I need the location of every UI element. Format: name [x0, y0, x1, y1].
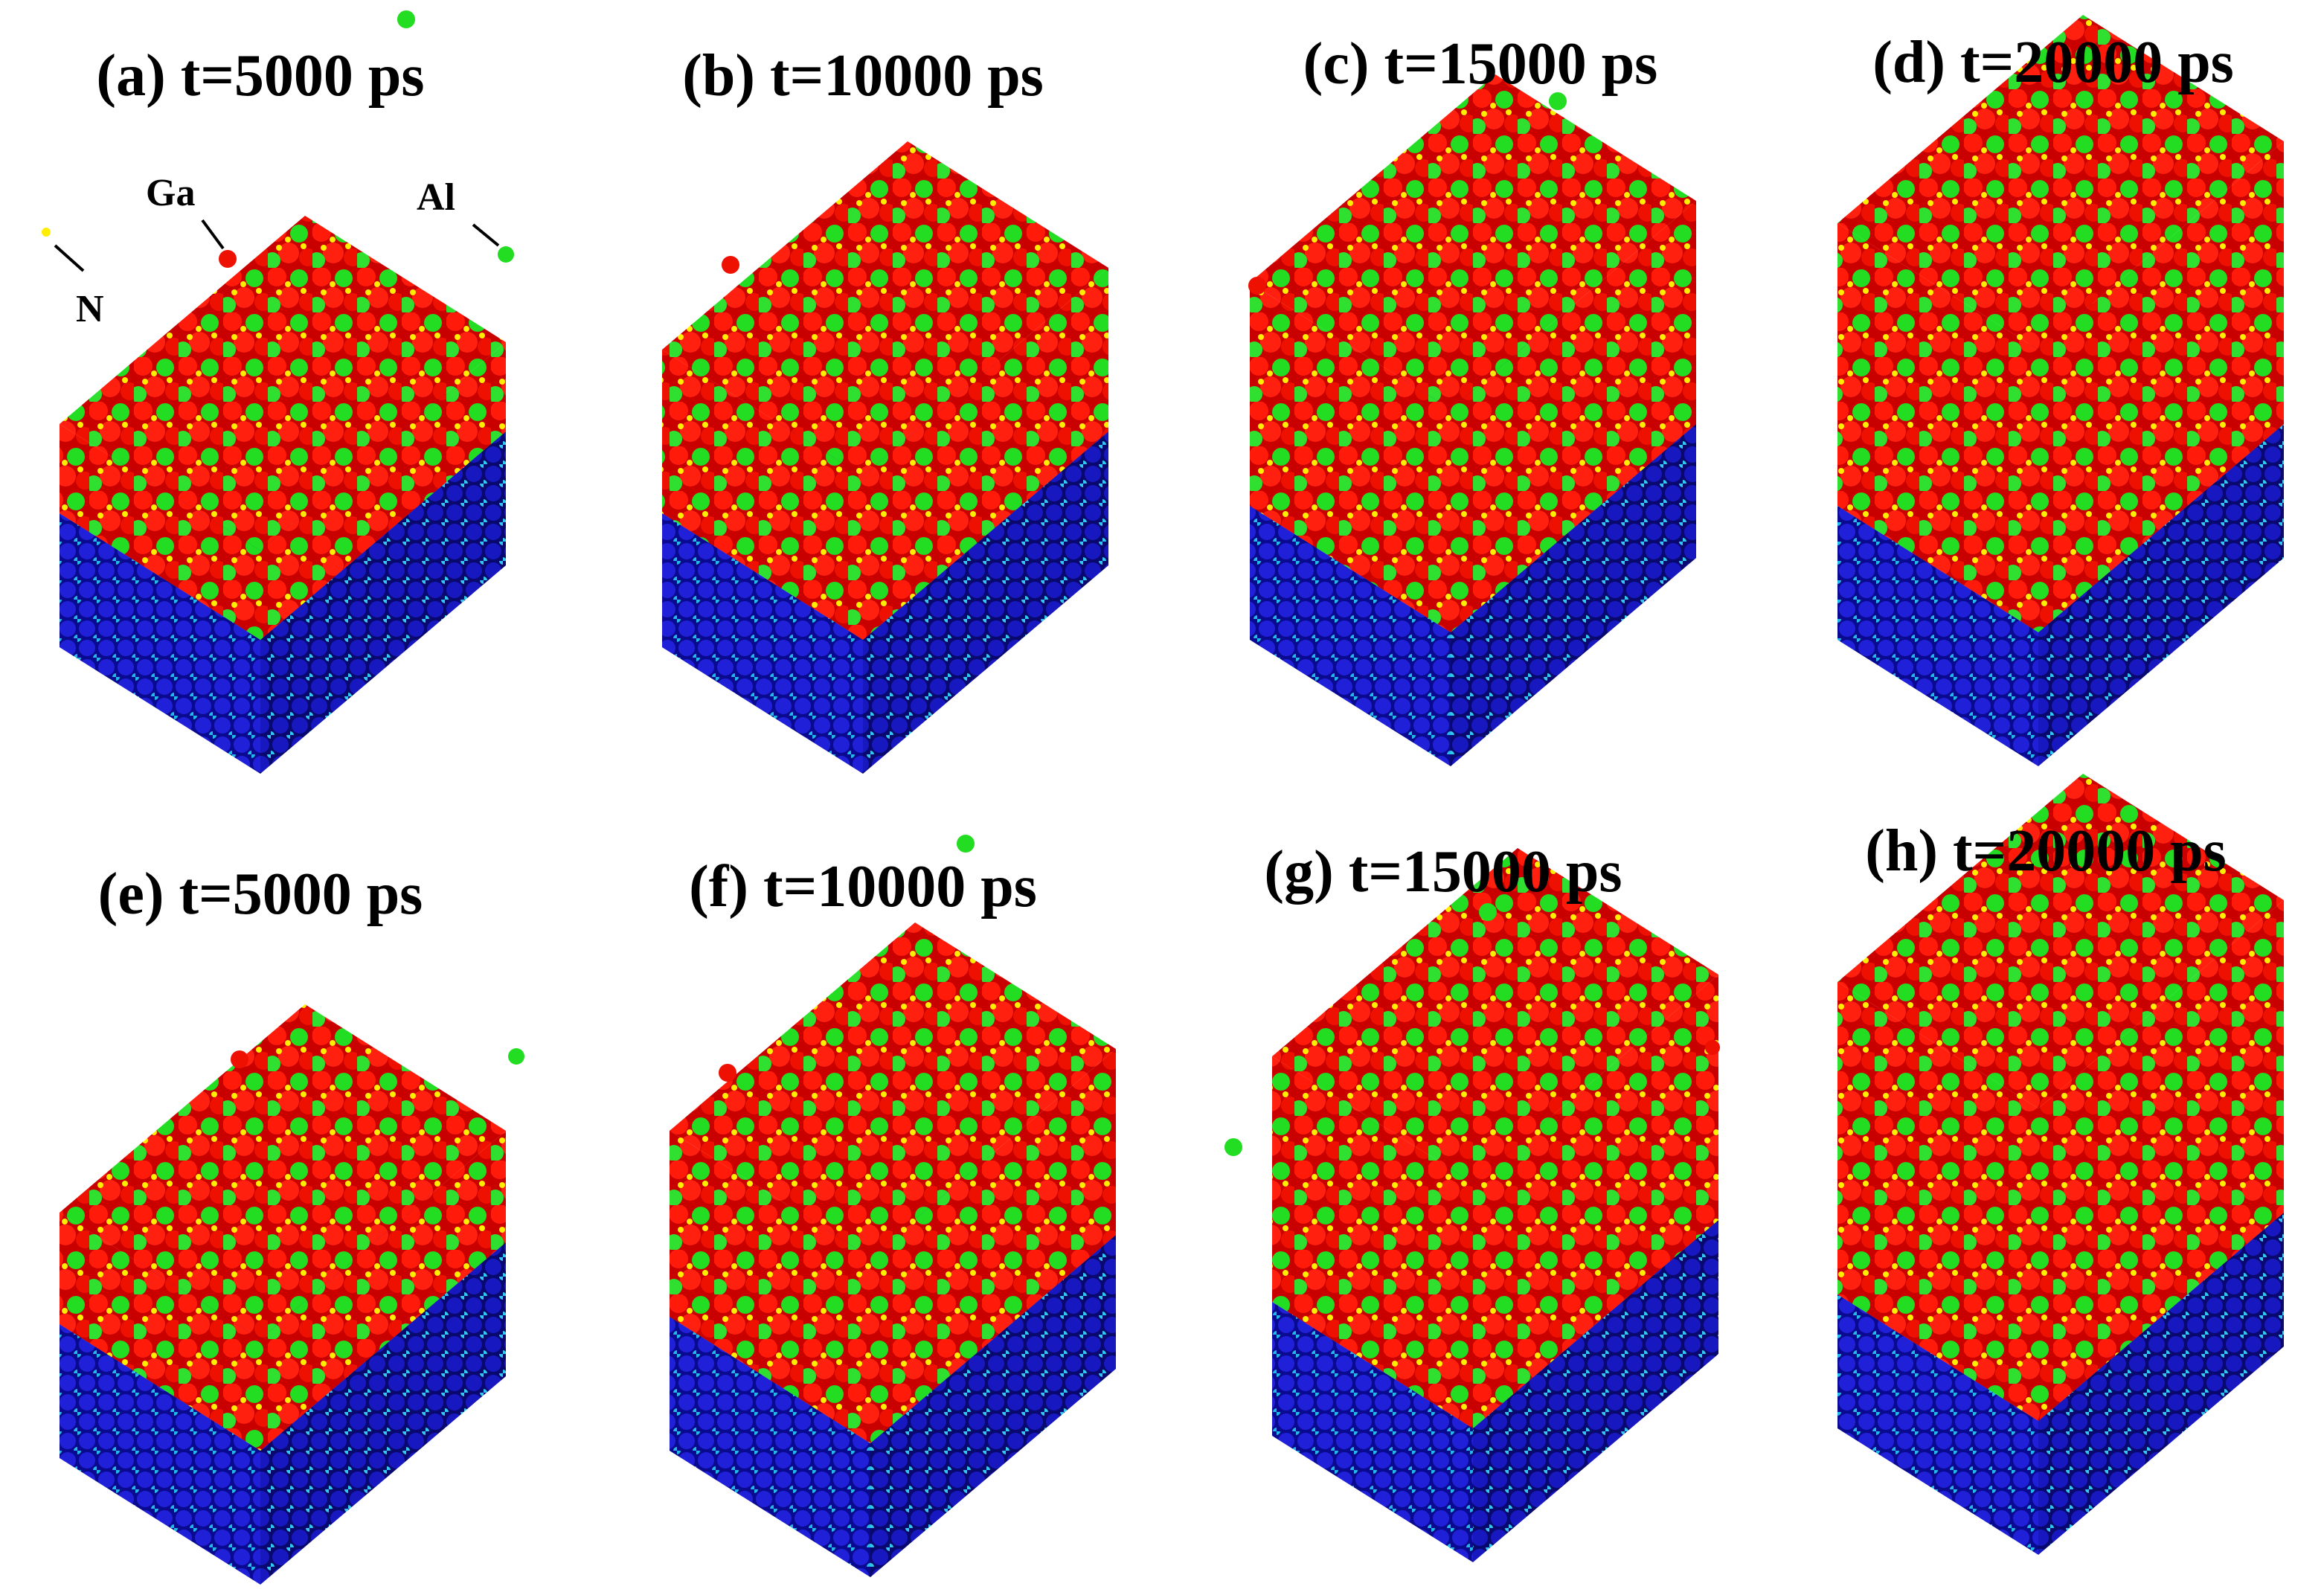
right-face — [870, 1235, 1116, 1577]
snapshot — [670, 922, 1116, 1577]
right-face — [870, 1049, 1116, 1443]
left-face — [1272, 1056, 1473, 1428]
left-face — [60, 424, 260, 640]
arrow — [54, 244, 85, 272]
top-face — [1250, 74, 1696, 409]
left-face — [1250, 506, 1451, 766]
left-face — [670, 1131, 870, 1443]
panel-label: (f) t=10000 ps — [689, 854, 1037, 920]
atom — [508, 1048, 524, 1065]
right-face — [1451, 424, 1696, 766]
right-face — [2038, 1213, 2284, 1555]
right-face — [2038, 900, 2284, 1421]
panel-label: (a) t=5000 ps — [96, 43, 424, 109]
atom — [957, 835, 975, 853]
arrow — [201, 219, 225, 250]
top-face — [1272, 848, 1718, 1183]
right-face — [1473, 1220, 1718, 1562]
right-face — [260, 1242, 506, 1585]
snapshot — [1837, 15, 2284, 766]
snapshot — [1837, 774, 2284, 1555]
panel-label: (g) t=15000 ps — [1264, 839, 1622, 905]
snapshot — [662, 141, 1108, 774]
right-face — [1451, 201, 1696, 632]
right-face — [863, 268, 1108, 640]
atom — [719, 1064, 736, 1082]
left-face — [1250, 283, 1451, 632]
top-face — [670, 922, 1116, 1257]
left-face — [1837, 982, 2038, 1421]
species-legend: Ga Al N — [42, 10, 1720, 1156]
atom — [1705, 1040, 1720, 1055]
left-face — [1837, 223, 2038, 632]
panel-label: (b) t=10000 ps — [682, 43, 1044, 109]
legend-label: Ga — [146, 172, 195, 214]
atom — [722, 256, 739, 274]
panel-labels: (a) t=5000 ps (b) t=10000 ps (c) t=15000 p… — [96, 30, 2233, 927]
atom — [1224, 1138, 1242, 1156]
panel-label: (d) t=20000 ps — [1872, 30, 2234, 95]
left-face — [662, 513, 863, 774]
atom — [231, 1050, 248, 1068]
panel-label: (c) t=15000 ps — [1303, 31, 1658, 97]
snapshots — [60, 15, 2284, 1585]
right-face — [2038, 424, 2284, 766]
right-face — [2038, 141, 2284, 632]
arrow — [472, 223, 500, 247]
left-face — [60, 513, 260, 774]
atom — [397, 10, 415, 28]
atom — [219, 250, 237, 268]
atom — [1479, 903, 1497, 921]
atom — [1549, 92, 1567, 110]
left-face — [60, 1213, 260, 1451]
snapshot — [1250, 74, 1696, 766]
top-face — [1837, 15, 2284, 350]
legend-label: N — [76, 288, 104, 330]
left-face — [1837, 506, 2038, 766]
right-face — [1473, 975, 1718, 1428]
atom — [1248, 277, 1266, 295]
snapshot — [60, 216, 506, 774]
atom — [498, 246, 514, 263]
top-face — [60, 216, 506, 551]
left-face — [1837, 1294, 2038, 1555]
top-face — [60, 1004, 506, 1339]
left-face — [60, 1324, 260, 1585]
left-face — [662, 350, 863, 640]
top-face — [1837, 774, 2284, 1108]
left-face — [1272, 1302, 1473, 1562]
right-face — [260, 342, 506, 640]
right-face — [260, 431, 506, 774]
right-face — [260, 1131, 506, 1451]
left-face — [670, 1317, 870, 1577]
legend-label: Al — [417, 176, 455, 219]
atom — [42, 228, 51, 237]
snapshot — [1272, 848, 1718, 1562]
right-face — [863, 431, 1108, 774]
panel-label: (e) t=5000 ps — [98, 861, 423, 927]
panel-label: (h) t=20000 ps — [1865, 818, 2227, 884]
snapshot — [60, 1004, 506, 1585]
top-face — [662, 141, 1108, 476]
